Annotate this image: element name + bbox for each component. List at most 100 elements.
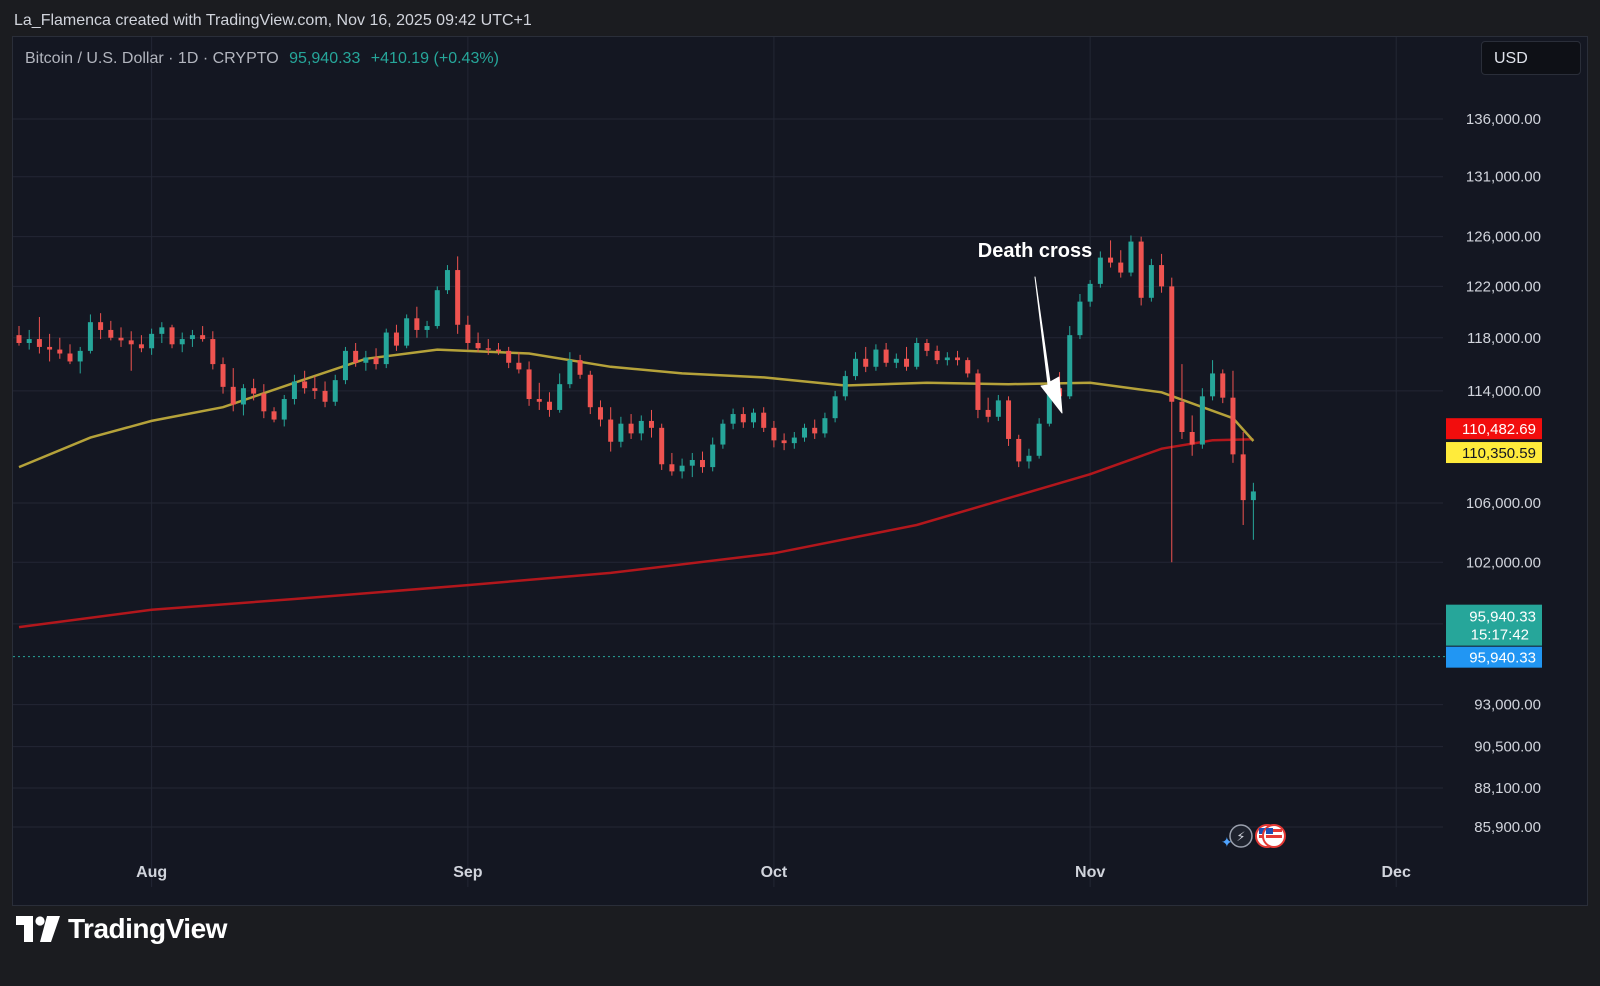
candle-body: [77, 350, 83, 362]
candle-body: [36, 339, 42, 347]
candle-body: [648, 420, 654, 428]
candle-body: [108, 329, 114, 338]
candle-body: [597, 407, 603, 420]
candle-body: [771, 427, 777, 441]
candle-body: [893, 358, 899, 363]
candle-body: [332, 380, 338, 402]
tradingview-logo-icon: [16, 916, 60, 942]
candle-body: [975, 373, 981, 410]
ma-red-line: [18, 437, 1254, 629]
candle-body: [363, 357, 369, 363]
candle-body: [169, 327, 175, 345]
chart-panel[interactable]: 85,900.0088,100.0090,500.0093,000.0098,0…: [12, 36, 1588, 906]
candle-body: [210, 339, 216, 365]
x-axis: Aug Sep Oct Nov Dec: [136, 864, 1411, 881]
currency-button[interactable]: USD: [1481, 41, 1581, 75]
candle-body: [261, 393, 267, 412]
price-chart[interactable]: 85,900.0088,100.0090,500.0093,000.0098,0…: [13, 37, 1588, 906]
candle-body: [87, 322, 93, 351]
candle-body: [1138, 241, 1144, 298]
candle-body: [271, 411, 277, 420]
candles: [16, 235, 1256, 563]
candle-body: [47, 346, 53, 350]
y-tick-label: 131,000.00: [1466, 169, 1541, 186]
candle-body: [842, 376, 848, 397]
grid: [13, 37, 1443, 887]
candle-body: [118, 337, 124, 341]
candle-body: [1210, 373, 1216, 397]
candle-body: [1087, 283, 1093, 302]
y-tick-label: 93,000.00: [1474, 697, 1541, 714]
candle-body: [618, 423, 624, 442]
candle-body: [781, 440, 787, 444]
candle-body: [669, 464, 675, 472]
candle-body: [57, 349, 63, 354]
ma-red-tag-label: 110,482.69: [1462, 421, 1536, 438]
symbol-name: Bitcoin / U.S. Dollar · 1D · CRYPTO: [25, 50, 279, 67]
candle-body: [189, 335, 195, 340]
candle-body: [404, 318, 410, 346]
current-price-tag-bg: [1446, 604, 1542, 646]
candle-body: [536, 399, 542, 402]
x-tick-label: Aug: [136, 864, 167, 881]
candle-body: [291, 381, 297, 400]
candle-body: [710, 444, 716, 468]
candle-body: [526, 369, 532, 400]
candle-body: [220, 364, 226, 387]
candle-body: [659, 427, 665, 465]
y-tick-label: 85,900.00: [1474, 819, 1541, 836]
candle-body: [730, 414, 736, 424]
candle-body: [475, 342, 481, 349]
candle-body: [67, 353, 73, 362]
candle-body: [455, 270, 461, 325]
event-markers[interactable]: ✦ ⚡: [1221, 824, 1286, 850]
candle-body: [1159, 265, 1165, 287]
tradingview-brand[interactable]: TradingView: [16, 909, 227, 949]
y-tick-label: 136,000.00: [1466, 111, 1541, 128]
current-price-tag-label: 95,940.33: [1469, 609, 1536, 626]
brand-name: TradingView: [68, 913, 227, 944]
ma-yellow-tag-bg: [1446, 442, 1542, 464]
candle-body: [1026, 455, 1032, 462]
annotation-text: Death cross: [978, 240, 1093, 262]
candle-body: [506, 350, 512, 363]
candle-body: [944, 357, 950, 361]
candle-body: [1067, 335, 1073, 397]
candle-body: [1169, 286, 1175, 402]
candle-body: [802, 427, 808, 438]
candle-body: [434, 290, 440, 327]
candle-body: [689, 460, 695, 466]
candle-body: [628, 423, 634, 434]
candle-body: [699, 460, 705, 468]
candle-body: [1097, 257, 1103, 284]
candle-body: [1016, 438, 1022, 462]
candle-body: [516, 362, 522, 370]
candle-body: [1108, 257, 1114, 263]
candle-body: [302, 381, 308, 389]
y-axis: 85,900.0088,100.0090,500.0093,000.0098,0…: [1466, 111, 1541, 836]
candle-body: [16, 335, 22, 343]
candle-body: [914, 342, 920, 367]
candle-body: [822, 418, 828, 434]
current-price-blue-tag-bg: [1446, 646, 1542, 668]
candle-body: [424, 326, 430, 330]
candle-body: [393, 332, 399, 346]
ma-yellow-tag: 110,350.59: [1446, 442, 1542, 464]
candle-body: [740, 414, 746, 423]
candle-body: [1077, 301, 1083, 336]
candle-body: [924, 342, 930, 351]
candle-body: [465, 324, 471, 343]
candle-body: [159, 327, 165, 334]
y-tick-label: 102,000.00: [1466, 554, 1541, 571]
candle-body: [149, 333, 155, 349]
x-tick-label: Oct: [761, 864, 788, 881]
candle-body: [638, 420, 644, 434]
y-tick-label: 106,000.00: [1466, 495, 1541, 512]
candle-body: [322, 390, 328, 402]
candle-body: [557, 384, 563, 410]
candle-body: [985, 409, 991, 417]
x-tick-label: Sep: [453, 864, 483, 881]
ma-red-tag-bg: [1446, 418, 1542, 440]
candle-body: [26, 339, 32, 343]
